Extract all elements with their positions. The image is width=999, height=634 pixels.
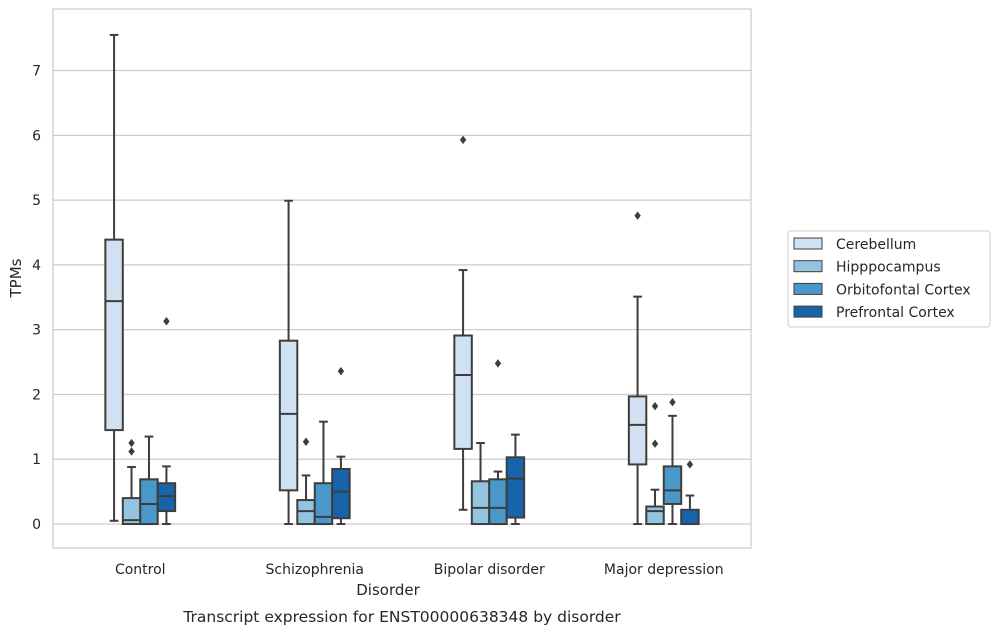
x-axis-label: Disorder: [356, 581, 420, 599]
legend-label: Cerebellum: [836, 237, 916, 253]
y-tick-label: 1: [32, 452, 41, 468]
outlier-point: [686, 460, 694, 469]
box-iqr: [313, 482, 334, 526]
box-iqr: [645, 505, 665, 526]
y-tick-label: 7: [32, 64, 41, 80]
outlier-point: [634, 211, 641, 220]
y-tick-label: 4: [32, 258, 41, 274]
box-group: [680, 460, 700, 526]
x-tick-label: Control: [115, 562, 166, 578]
legend-swatch: [793, 260, 823, 273]
y-tick-label: 2: [32, 387, 41, 403]
x-axis-ticks: Control Schizophrenia Bipolar disorder Majo…: [115, 562, 724, 578]
box-iqr: [470, 480, 491, 526]
boxplot-marks: [104, 33, 700, 526]
box-iqr: [139, 478, 159, 526]
legend-swatch: [793, 237, 823, 250]
outlier-point: [669, 398, 676, 407]
box-group: [627, 211, 648, 526]
y-axis-ticks: 0 1 2 3 4 5 6 7: [32, 64, 41, 533]
x-tick-label: Major depression: [604, 562, 724, 578]
box-group: [156, 317, 177, 526]
box-group: [662, 398, 683, 526]
legend-swatch: [793, 305, 823, 318]
outlier-point: [651, 401, 659, 411]
outlier-point: [163, 317, 170, 326]
legend-label: Hipppocampus: [836, 260, 941, 276]
outlier-point: [494, 359, 502, 368]
outlier-point: [651, 439, 659, 448]
legend: Cerebellum Hipppocampus Orbitofontal Corte…: [787, 230, 991, 328]
box-group: [121, 438, 142, 526]
outlier-point: [128, 438, 135, 448]
legend-label: Prefrontal Cortex: [836, 305, 955, 321]
chart-caption: Transcript expression for ENST0000063834…: [182, 608, 621, 626]
y-tick-label: 0: [32, 517, 41, 533]
box-group: [331, 366, 351, 526]
box-iqr: [488, 478, 508, 526]
box-group: [645, 401, 665, 526]
y-axis-label: TPMs: [7, 258, 25, 298]
y-tick-label: 6: [32, 128, 41, 144]
outlier-point: [128, 447, 135, 456]
y-tick-label: 3: [32, 323, 41, 339]
x-tick-label: Schizophrenia: [266, 562, 364, 578]
outlier-point: [459, 135, 467, 145]
box-group: [278, 199, 299, 526]
box-iqr: [627, 395, 648, 466]
box-iqr: [505, 456, 526, 519]
box-group: [505, 433, 526, 526]
x-tick-label: Bipolar disorder: [434, 562, 545, 578]
legend-swatch: [793, 282, 823, 295]
outlier-point: [337, 366, 345, 376]
legend-label: Orbitofontal Cortex: [836, 282, 971, 298]
plot-frame: [52, 8, 752, 549]
box-iqr: [453, 334, 473, 450]
box-iqr: [662, 465, 683, 505]
box-group: [104, 33, 124, 522]
box-group: [453, 135, 473, 511]
box-iqr: [331, 467, 351, 520]
box-group: [139, 435, 159, 526]
outlier-point: [302, 437, 310, 446]
box-iqr: [278, 339, 299, 492]
legend-frame: [787, 230, 991, 328]
y-tick-label: 5: [32, 193, 41, 209]
box-iqr: [104, 238, 124, 432]
box-iqr: [680, 508, 700, 526]
